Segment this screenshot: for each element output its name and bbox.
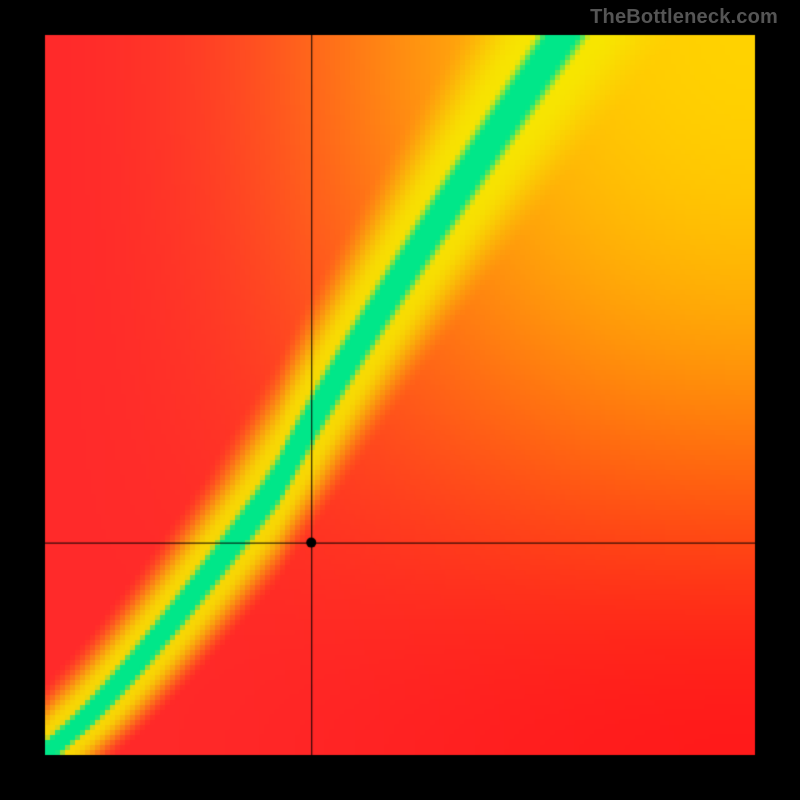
attribution-label: TheBottleneck.com — [590, 6, 778, 29]
bottleneck-heatmap — [0, 0, 800, 800]
chart-container: TheBottleneck.com — [0, 0, 800, 800]
